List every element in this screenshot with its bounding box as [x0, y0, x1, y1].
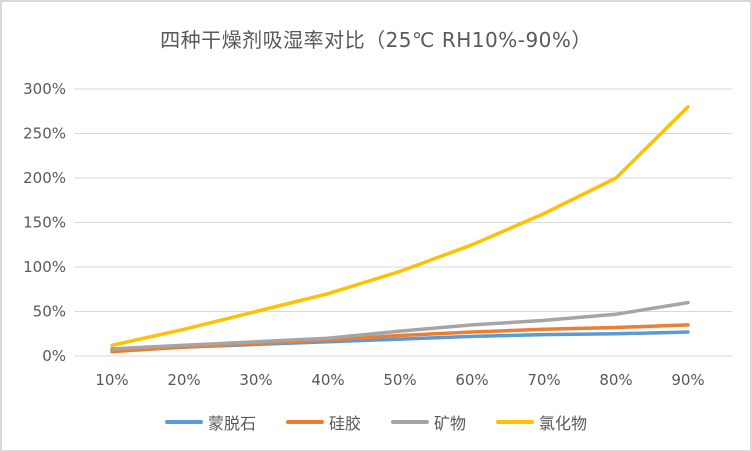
legend-line-swatch-chloride: [496, 420, 535, 424]
y-axis-tick-label: 50%: [33, 303, 66, 321]
x-axis-tick-label: 50%: [383, 371, 416, 389]
y-axis-tick-label: 250%: [23, 125, 66, 143]
x-axis-tick-label: 90%: [671, 371, 704, 389]
y-axis-tick-label: 200%: [23, 169, 66, 187]
series-line-硅胶: [110, 323, 690, 354]
legend-item-silica-gel: 硅胶: [285, 410, 361, 434]
y-axis-tick-label: 0%: [42, 347, 66, 365]
series-line-氯化物: [110, 105, 690, 348]
legend-item-mineral: 矿物: [391, 410, 466, 434]
x-axis-tick-label: 80%: [599, 371, 632, 389]
legend-line-swatch-montmorillonite: [164, 420, 203, 424]
legend-line-swatch-mineral: [391, 420, 429, 424]
legend-item-chloride: 氯化物: [496, 410, 587, 434]
y-axis-tick-label: 100%: [23, 258, 66, 276]
x-axis-tick-label: 70%: [527, 371, 560, 389]
y-axis-tick-label: 300%: [23, 80, 66, 98]
chart-legend: 蒙脱石 硅胶 矿物 氯化物: [2, 410, 750, 434]
legend-label-chloride: 氯化物: [539, 414, 588, 433]
legend-label-silica-gel: 硅胶: [328, 414, 361, 433]
x-axis-tick-label: 30%: [239, 371, 272, 389]
y-axis-tick-label: 150%: [23, 214, 66, 232]
x-axis-tick-label: 40%: [311, 371, 344, 389]
legend-line-swatch-silica-gel: [285, 420, 324, 424]
x-axis-tick-label: 10%: [95, 371, 128, 389]
legend-label-mineral: 矿物: [434, 414, 467, 433]
legend-label-montmorillonite: 蒙脱石: [207, 414, 256, 433]
x-axis-tick-label: 60%: [455, 371, 488, 389]
series-line-矿物: [110, 300, 690, 351]
chart-title: 四种干燥剂吸湿率对比（25℃ RH10%-90%）: [160, 28, 592, 52]
x-axis-tick-label: 20%: [167, 371, 200, 389]
legend-item-montmorillonite: 蒙脱石: [164, 410, 256, 434]
